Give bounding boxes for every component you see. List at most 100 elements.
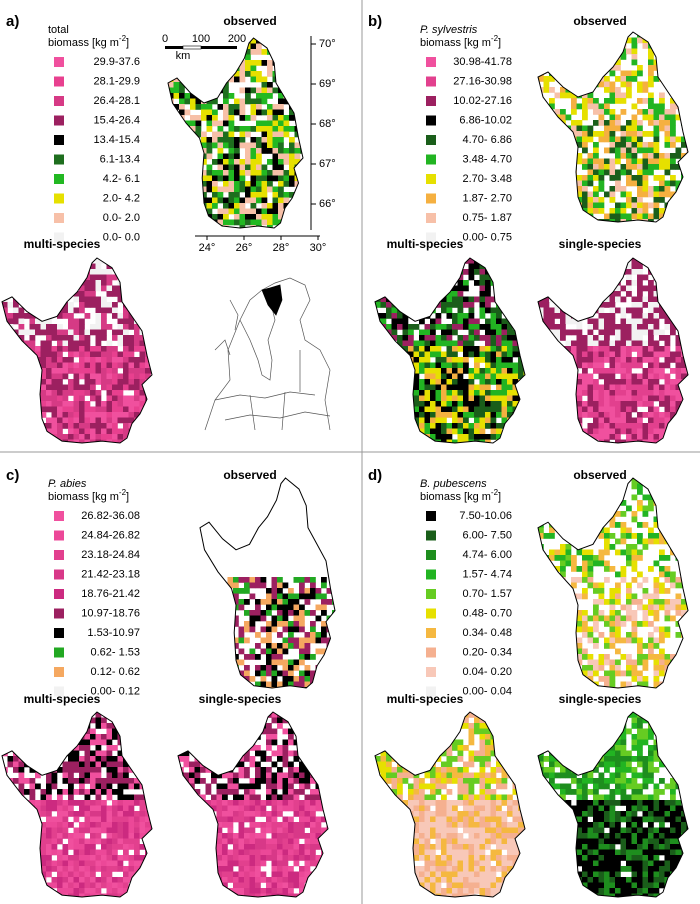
map-cell [681,213,687,220]
map-cell [117,800,124,806]
map-cell [173,153,180,160]
map-cell [538,164,544,170]
map-cell [95,412,102,418]
map-cell [549,153,555,159]
map-cell [112,428,118,435]
map-cell [117,428,124,435]
map-cell [84,423,91,429]
map-cell [457,318,464,325]
map-cell [626,428,632,435]
map-cell [560,269,566,275]
map-cell [95,368,102,374]
map-cell [402,439,409,443]
map-cell [46,329,52,336]
map-cell [134,745,140,751]
map-cell [609,340,616,347]
map-cell [642,351,649,358]
map-cell [681,180,687,187]
map-cell [653,120,660,126]
map-cell [40,291,47,297]
map-cell [79,778,85,784]
map-cell [266,593,272,600]
map-cell [637,213,643,220]
map-cell [468,335,475,341]
map-cell [631,175,638,181]
map-cell [90,844,96,850]
map-cell [278,164,284,171]
map-cell [278,115,284,121]
map-cell [150,717,152,724]
map-cell [402,373,409,380]
map-cell [46,335,52,341]
map-cell [441,428,447,435]
map-cell [631,357,638,363]
map-cell [543,351,550,358]
map-cell [463,269,469,275]
map-cell [84,373,91,380]
map-cell [626,379,632,385]
map-cell [587,401,594,407]
map-cell [507,340,513,347]
map-cell [538,219,544,222]
map-cell [2,739,8,746]
map-cell [490,346,497,352]
map-cell [101,849,107,856]
map-cell [73,849,80,856]
map-cell [659,313,665,319]
map-cell [179,208,185,215]
map-cell [7,756,14,762]
map-cell [670,125,676,132]
map-cell [615,202,621,209]
map-cell [57,712,63,718]
map-cell [424,269,431,275]
map-cell [501,346,508,352]
map-cell [653,191,660,198]
map-cell [150,439,152,443]
map-cell [24,745,30,751]
map-cell [653,109,660,115]
map-cell [300,98,303,105]
map-cell [598,202,605,209]
map-cell [195,104,202,110]
map-cell [223,65,229,72]
map-cell [40,373,47,380]
map-cell [223,159,229,165]
legend-label: 15.4-26.4 [94,114,140,126]
map-cell [452,423,458,429]
map-cell [413,373,420,380]
map-cell [13,439,19,443]
map-cell [289,175,295,182]
map-cell [664,291,671,297]
map-cell [587,37,594,44]
map-cell [150,390,152,396]
map-cell [112,800,118,806]
map-cell [675,32,682,38]
lon-tick-label: 30° [310,242,327,254]
map-cell [554,406,561,413]
map-cell [18,384,25,391]
map-cell [106,258,113,264]
map-cell [150,745,152,751]
map-cell [201,214,207,220]
map-cell [227,599,234,605]
map-cell [145,761,151,768]
map-cell [571,329,577,336]
map-cell [128,274,135,281]
map-cell [538,153,544,159]
map-cell [380,258,387,264]
map-cell [123,401,129,407]
map-cell [626,263,632,270]
legend-label: 23.18-24.84 [81,549,140,561]
map-cell [507,412,513,418]
map-cell [294,214,301,220]
map-cell [391,313,398,319]
map-cell [145,423,151,429]
map-cell [145,827,151,834]
map-cell [391,263,398,270]
map-cell [266,654,272,660]
map-cell [604,313,610,319]
map-cell [424,379,431,385]
map-cell [57,313,63,319]
map-cell [206,197,213,204]
scale-label: 200 [228,33,246,45]
